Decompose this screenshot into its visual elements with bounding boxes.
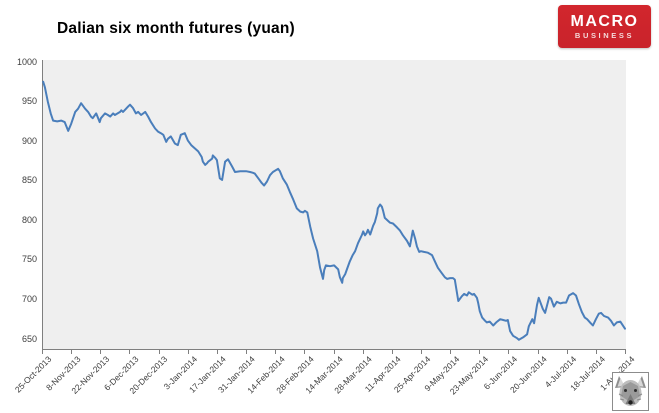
wolf-logo-icon [612,372,649,411]
y-axis-label: 900 [21,135,37,146]
x-axis-tick [158,350,160,354]
x-axis-tick [450,350,452,354]
x-axis-tick [537,350,539,354]
x-axis-tick [362,350,364,354]
wolf-drawing [615,376,646,406]
x-axis-tick [595,350,597,354]
x-axis-tick [479,350,481,354]
x-axis-tick [42,350,43,354]
y-axis-label: 850 [21,175,37,186]
x-axis-tick [391,350,393,354]
logo-line1: MACRO [570,12,639,30]
page-title: Dalian six month futures (yuan) [57,20,295,37]
y-axis-label: 700 [21,293,37,304]
x-axis-tick [246,350,248,354]
y-axis-label: 750 [21,254,37,265]
x-axis-tick [275,350,277,354]
x-axis-tick [333,350,335,354]
x-axis-tick [420,350,422,354]
x-axis-tick [625,350,626,354]
y-axis-label: 950 [21,96,37,107]
y-axis-label: 1000 [16,56,37,67]
y-axis-label: 800 [21,214,37,225]
logo-line2: BUSINESS [574,30,635,40]
x-axis-tick [100,350,102,354]
x-axis-tick [508,350,510,354]
plot-area [42,60,626,350]
x-axis-tick [129,350,131,354]
x-axis-tick [216,350,218,354]
y-axis-label: 650 [21,333,37,344]
x-axis-tick [187,350,189,354]
macrobusiness-logo: MACRO BUSINESS [558,5,651,48]
x-axis-tick [71,350,73,354]
x-axis-tick [566,350,568,354]
x-axis-tick [304,350,306,354]
